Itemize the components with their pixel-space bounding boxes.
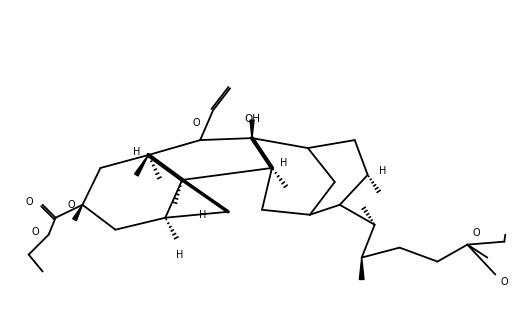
Polygon shape	[359, 257, 364, 280]
Text: O: O	[26, 197, 34, 207]
Text: O: O	[192, 117, 200, 127]
Text: O: O	[32, 227, 39, 237]
Polygon shape	[134, 155, 148, 176]
Text: O: O	[473, 229, 480, 239]
Text: H: H	[379, 166, 386, 176]
Polygon shape	[73, 205, 83, 221]
Text: H: H	[280, 158, 287, 168]
Text: O: O	[500, 277, 508, 287]
Text: H: H	[133, 147, 141, 157]
Polygon shape	[250, 120, 254, 138]
Text: H: H	[199, 210, 206, 220]
Text: O: O	[68, 200, 75, 210]
Text: H: H	[176, 250, 183, 260]
Text: OH: OH	[244, 114, 260, 124]
